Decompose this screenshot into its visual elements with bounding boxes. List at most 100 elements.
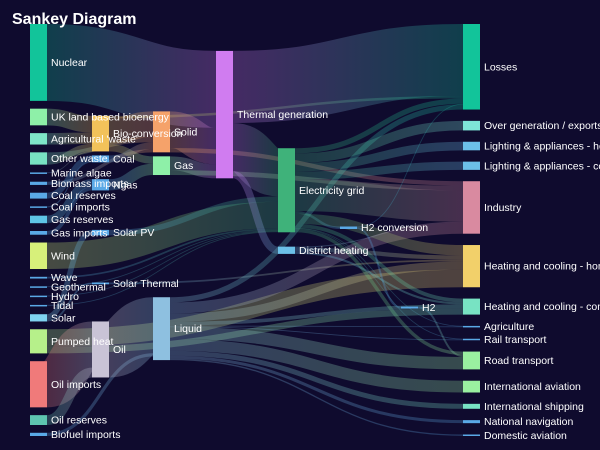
link-electricity_grid-to-lighting_home[interactable] <box>294 141 464 172</box>
link-liquid-to-rail_transport[interactable] <box>169 326 464 341</box>
link-wave-to-electricity_grid[interactable] <box>46 228 279 279</box>
link-oil-to-liquid[interactable] <box>104 297 158 378</box>
node-hydro[interactable] <box>30 295 47 298</box>
node-label-wave: Wave <box>51 272 78 284</box>
node-international-shipping[interactable] <box>463 403 480 409</box>
link-electricity_grid-to-losses[interactable] <box>294 98 464 154</box>
node-solar-pv[interactable] <box>92 229 109 236</box>
node-solar[interactable] <box>30 314 47 322</box>
link-district_heating-to-heating_home[interactable] <box>294 247 464 260</box>
node-ngas[interactable] <box>92 179 109 191</box>
node-biomass-imports[interactable] <box>30 181 47 185</box>
node-lighting-home[interactable] <box>463 141 480 151</box>
node-wind[interactable] <box>30 242 47 270</box>
node-tidal[interactable] <box>30 304 47 307</box>
link-electricity_grid-to-lighting_commercial[interactable] <box>294 161 464 180</box>
link-thermal_generation-to-district_heating[interactable] <box>231 171 280 254</box>
node-oil-reserves[interactable] <box>30 415 47 426</box>
node-gas-reserves[interactable] <box>30 215 47 224</box>
node-heating-commercial[interactable] <box>463 298 480 315</box>
node-road-transport[interactable] <box>463 351 480 370</box>
link-ngas-to-gas[interactable] <box>108 163 154 191</box>
link-oil_reserves-to-oil[interactable] <box>46 367 93 426</box>
node-electricity-grid[interactable] <box>278 148 295 233</box>
link-liquid-to-international_shipping[interactable] <box>169 350 464 409</box>
node-bio-conversion[interactable] <box>92 115 109 152</box>
link-thermal_generation-to-losses[interactable] <box>232 23 464 123</box>
node-domestic-aviation[interactable] <box>463 434 480 437</box>
node-industry[interactable] <box>463 181 480 234</box>
node-liquid[interactable] <box>153 297 170 361</box>
link-coal_reserves-to-coal[interactable] <box>46 155 93 199</box>
link-electricity_grid-to-over_generation[interactable] <box>294 120 464 163</box>
link-electricity_grid-to-h2_conversion[interactable] <box>294 211 341 229</box>
link-district_heating-to-industry[interactable] <box>294 221 464 248</box>
node-h2[interactable] <box>401 306 418 309</box>
node-nuclear[interactable] <box>30 24 47 101</box>
link-nuclear-to-thermal_generation[interactable] <box>46 24 217 128</box>
node-heating-home[interactable] <box>463 245 480 288</box>
node-h2-conversion[interactable] <box>340 226 357 229</box>
link-hydro-to-electricity_grid[interactable] <box>46 230 279 297</box>
node-other-waste[interactable] <box>30 152 47 165</box>
node-agriculture[interactable] <box>463 325 480 328</box>
link-solar-to-solar_thermal[interactable] <box>46 282 93 322</box>
node-coal-imports[interactable] <box>30 206 47 208</box>
node-losses[interactable] <box>463 24 480 110</box>
node-rail-transport[interactable] <box>463 338 480 341</box>
node-pumped-heat[interactable] <box>30 329 47 354</box>
node-solar-thermal[interactable] <box>92 282 109 285</box>
link-solar-to-solar_pv[interactable] <box>46 229 93 320</box>
node-agri-waste[interactable] <box>30 133 47 145</box>
link-h2_conversion-to-h2[interactable] <box>356 227 402 309</box>
link-liquid-to-heating_home[interactable] <box>169 261 464 322</box>
node-coal-reserves[interactable] <box>30 192 47 199</box>
node-thermal-generation[interactable] <box>216 50 233 179</box>
node-lighting-commercial[interactable] <box>463 161 480 170</box>
link-liquid-to-industry[interactable] <box>169 222 464 314</box>
link-electricity_grid-to-rail_transport[interactable] <box>294 228 464 340</box>
link-uk_bio-to-bio_conversion[interactable] <box>46 108 93 133</box>
node-uk-bio[interactable] <box>30 108 47 126</box>
link-agri_waste-to-bio_conversion[interactable] <box>46 132 93 145</box>
link-h2_conversion-to-losses[interactable] <box>356 103 464 228</box>
node-over-generation[interactable] <box>463 120 480 131</box>
link-district_heating-to-heating_commercial[interactable] <box>294 251 464 305</box>
link-electricity_grid-to-road_transport[interactable] <box>294 228 464 356</box>
node-geothermal[interactable] <box>30 286 47 288</box>
node-label-gas-reserves: Gas reserves <box>51 214 113 226</box>
node-national-navigation[interactable] <box>463 420 480 424</box>
link-tidal-to-electricity_grid[interactable] <box>46 231 279 306</box>
node-wave[interactable] <box>30 276 47 279</box>
link-h2-to-road_transport[interactable] <box>417 306 464 357</box>
node-international-aviation[interactable] <box>463 380 480 393</box>
link-thermal_generation-to-electricity_grid[interactable] <box>229 122 282 197</box>
node-oil-imports[interactable] <box>30 361 47 408</box>
link-liquid-to-agriculture[interactable] <box>169 325 464 328</box>
link-wind-to-electricity_grid[interactable] <box>46 201 279 270</box>
link-solar_thermal-to-heating_home[interactable] <box>108 259 464 285</box>
link-oil_imports-to-oil[interactable] <box>41 321 98 408</box>
link-bio_conversion-to-solid[interactable] <box>108 111 154 144</box>
link-gas_imports-to-ngas[interactable] <box>46 186 93 235</box>
link-solid-to-thermal_generation[interactable] <box>168 111 218 165</box>
node-label-thermal-generation: Thermal generation <box>237 109 328 121</box>
link-liquid-to-domestic_aviation[interactable] <box>169 358 464 436</box>
node-coal[interactable] <box>92 155 109 163</box>
node-marine-algae[interactable] <box>30 172 47 174</box>
link-liquid-to-national_navigation[interactable] <box>169 355 464 424</box>
link-gas_reserves-to-ngas[interactable] <box>46 179 93 224</box>
link-coal-to-solid[interactable] <box>108 142 154 163</box>
node-gas-imports[interactable] <box>30 230 47 235</box>
link-electricity_grid-to-heating_commercial[interactable] <box>294 223 464 303</box>
node-solid[interactable] <box>153 111 170 153</box>
link-coal_imports-to-coal[interactable] <box>46 161 93 208</box>
link-liquid-to-international_aviation[interactable] <box>169 338 464 393</box>
node-biofuel-imports[interactable] <box>30 432 47 436</box>
node-gas[interactable] <box>153 156 170 176</box>
link-marine_algae-to-bio_conversion[interactable] <box>46 151 93 174</box>
link-liquid-to-road_transport[interactable] <box>169 326 464 370</box>
node-district-heating[interactable] <box>278 246 295 254</box>
node-oil[interactable] <box>92 321 109 378</box>
link-electricity_grid-to-industry[interactable] <box>294 179 464 222</box>
